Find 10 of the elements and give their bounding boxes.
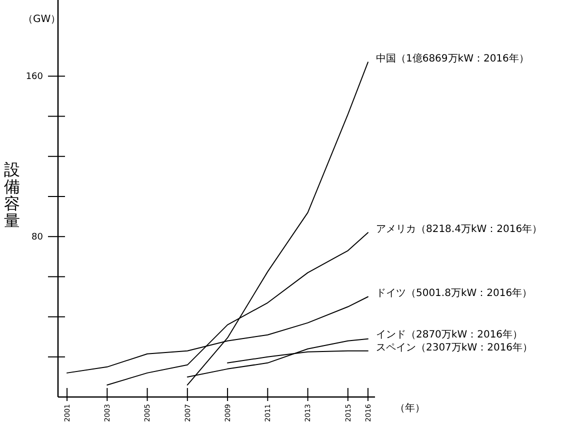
series-label: アメリカ（8218.4万kW：2016年） [376, 223, 542, 236]
series-label: スペイン（2307万kW：2016年） [376, 341, 533, 354]
series-label: 中国（1億6869万kW：2016年） [376, 52, 529, 65]
y-tick-label: 80 [32, 232, 44, 242]
x-axis-title: （年） [395, 402, 425, 414]
series-label: ドイツ（5001.8万kW：2016年） [376, 287, 532, 300]
y-tick-label: 160 [26, 72, 44, 82]
y-axis-title: 設備容量 [4, 160, 20, 230]
series-label: インド（2870万kW：2016年） [376, 328, 523, 340]
annotation: （GW） [23, 14, 61, 25]
